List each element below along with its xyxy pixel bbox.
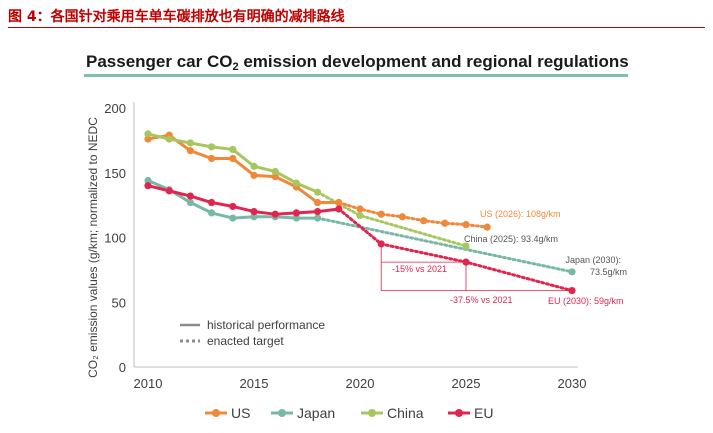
target-point-us [483,223,491,231]
data-point-china [144,130,152,138]
title-rule [84,74,628,77]
data-point-china [292,179,300,187]
annotation-japan: Japan (2030): [565,255,621,265]
data-point-china [271,167,279,176]
target-point-china [462,242,470,250]
data-point-eu [165,187,173,195]
annotation-eu-2030: -37.5% vs 2021 [450,295,513,305]
data-point-us [314,198,322,207]
data-point-eu [271,210,279,218]
caption-rule [8,27,705,28]
data-point-china [165,135,173,143]
legend-marker-us [212,409,220,417]
series-historical-line-us [147,133,339,205]
target-point-us [398,213,406,221]
annotation-eu: EU (2030): 59g/km [548,296,624,306]
target-point-us [441,219,449,227]
series-target-line-eu [337,207,574,293]
legend-label-eu: EU [474,405,493,421]
style-legend-label: historical performance [207,318,325,332]
y-tick-label: 100 [104,231,126,246]
annotation-japan-value: 73.5g/km [590,267,627,277]
chart-title-suffix: emission development and regional regula… [238,52,629,71]
annotation-us: US (2026): 108g/km [480,209,561,219]
data-point-eu [335,205,343,213]
target-point-us [462,220,470,229]
target-point-china [356,211,364,220]
data-point-china [314,188,322,196]
y-tick-label: 200 [104,101,126,116]
legend-label-japan: Japan [297,405,335,421]
chart-title-prefix: Passenger car CO [86,52,233,71]
chart-title-subscript: 2 [232,61,239,73]
legend-marker-eu [455,409,463,417]
data-point-china [208,143,216,151]
style-legend-label: enacted target [207,334,284,348]
data-point-eu [314,208,322,216]
data-point-us [144,135,152,143]
series-historical-line-eu [147,184,339,216]
y-axis-label: CO₂ emission values (g/km; normalized to… [86,117,100,378]
data-point-japan [186,198,194,207]
legend-marker-china [368,409,376,417]
data-point-us [208,154,216,163]
x-tick-label: 2015 [240,376,269,391]
target-point-us [377,210,385,218]
series-layer [144,130,576,295]
data-point-eu [292,209,300,217]
data-point-eu [250,208,258,216]
data-point-us [271,173,279,181]
target-point-us [420,217,428,225]
x-tick-label: 2020 [346,376,375,391]
data-point-china [186,139,194,147]
data-point-eu [144,182,152,190]
data-point-japan [144,176,152,185]
annotation-eu-2025: -15% vs 2021 [392,264,447,274]
data-point-us [186,147,194,155]
target-point-japan [568,268,576,276]
data-point-japan [314,214,322,222]
eu-reduction-bracket-2025 [381,261,467,291]
data-point-japan [292,214,300,222]
y-tick-label: 50 [112,295,126,310]
legend-label-china: China [387,405,424,421]
data-point-eu [208,198,216,207]
data-point-us [250,171,258,179]
data-point-china [229,145,237,154]
chart-title: Passenger car CO2 emission development a… [86,52,629,73]
y-tick-label: 150 [104,166,126,181]
axes: 0 50 100 150 200 2010 2015 2020 2025 2030 CO₂ emis… [86,101,586,391]
data-point-eu [186,192,194,200]
data-point-japan [229,214,237,222]
x-tick-label: 2010 [134,376,163,391]
legend-label-us: US [231,405,250,421]
x-tick-label: 2030 [558,376,587,391]
legend-marker-japan [278,409,286,417]
legend-layer: historical performance enacted target US Ja… [180,318,493,421]
eu-reduction-bracket [380,243,572,291]
data-point-china [250,162,258,170]
y-tick-label: 0 [119,360,126,375]
figure-caption: 图 4：各国针对乘用车单车碳排放也有明确的减排路线 [8,9,345,25]
target-point-us [356,205,364,213]
data-point-eu [229,202,237,211]
data-point-us [335,198,343,207]
x-tick-label: 2025 [452,376,481,391]
data-point-us [229,154,237,163]
data-point-japan [208,209,216,217]
data-point-japan [250,213,258,221]
annotation-layer: US (2026): 108g/km China (2025): 93.4g/km… [380,209,627,306]
annotation-china: China (2025): 93.4g/km [464,234,558,244]
